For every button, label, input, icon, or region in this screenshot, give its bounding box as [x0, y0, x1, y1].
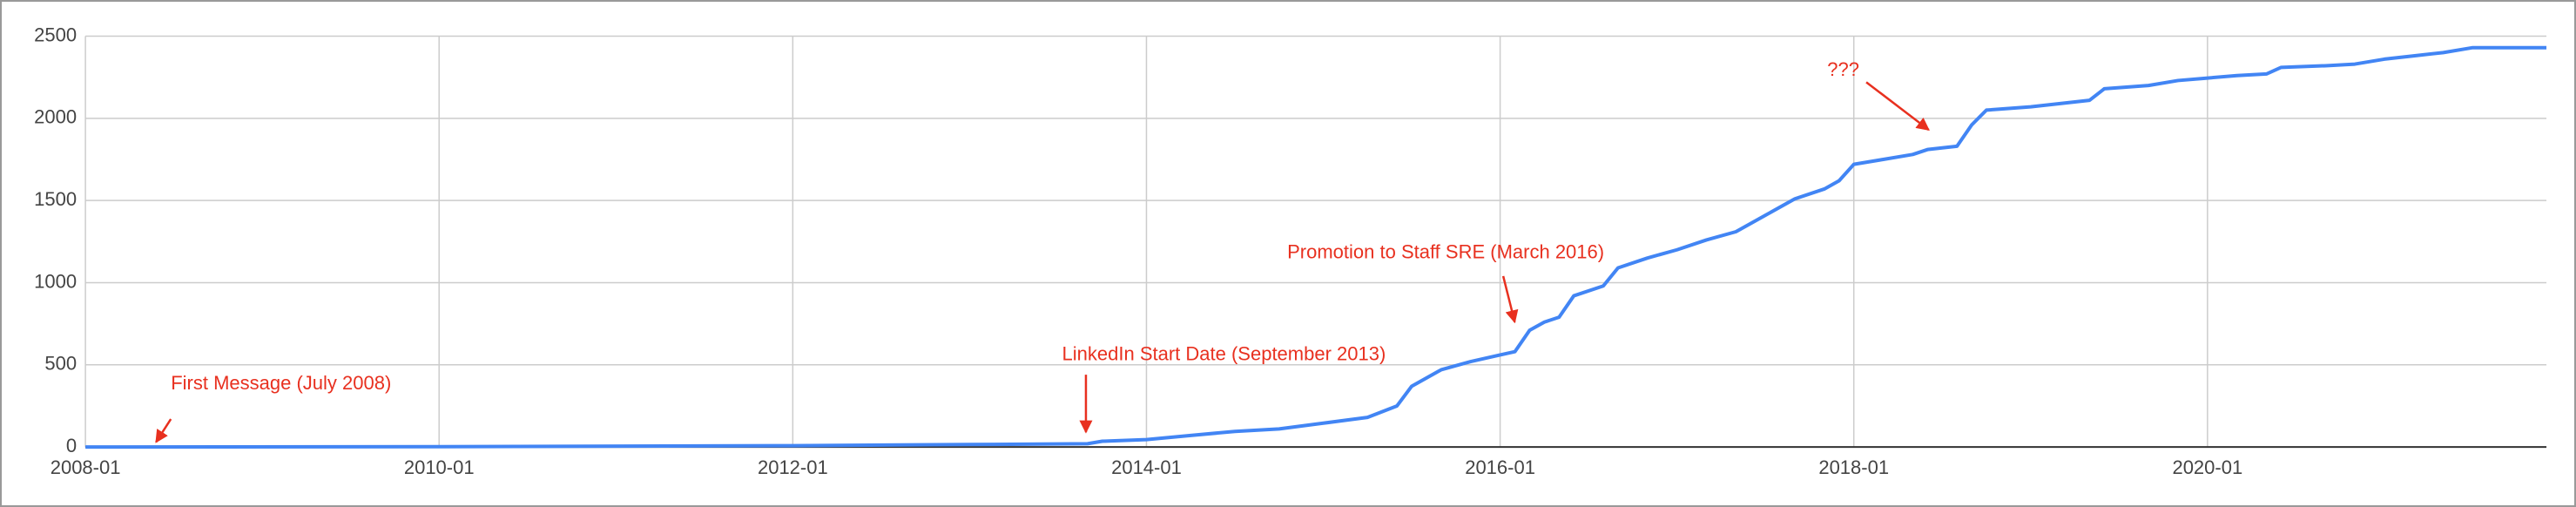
annotation: First Message (July 2008) — [171, 372, 391, 394]
x-tick-label: 2016-01 — [1465, 456, 1535, 478]
annotation-arrow — [1501, 275, 1519, 324]
y-tick-label: 2000 — [34, 106, 77, 128]
x-tick-label: 2008-01 — [51, 456, 121, 478]
line — [85, 45, 2547, 450]
annotation-arrow — [1865, 81, 1930, 132]
y-tick-label: 1000 — [34, 270, 77, 292]
annotation: ??? — [1827, 58, 1859, 80]
x-tick-label: 2012-01 — [758, 456, 828, 478]
x-tick-label: 2014-01 — [1111, 456, 1182, 478]
y-tick-label: 2500 — [34, 24, 77, 45]
y-tick-label: 500 — [44, 353, 77, 375]
x-tick-label: 2018-01 — [1818, 456, 1889, 478]
annotation: Promotion to Staff SRE (March 2016) — [1287, 240, 1604, 262]
y-tick-label: 1500 — [34, 188, 77, 210]
x-tick-label: 2010-01 — [404, 456, 475, 478]
x-tick-label: 2020-01 — [2172, 456, 2242, 478]
y-tick-label: 0 — [66, 435, 77, 456]
annotation: LinkedIn Start Date (September 2013) — [1062, 342, 1386, 364]
annotation-arrow — [155, 418, 172, 443]
